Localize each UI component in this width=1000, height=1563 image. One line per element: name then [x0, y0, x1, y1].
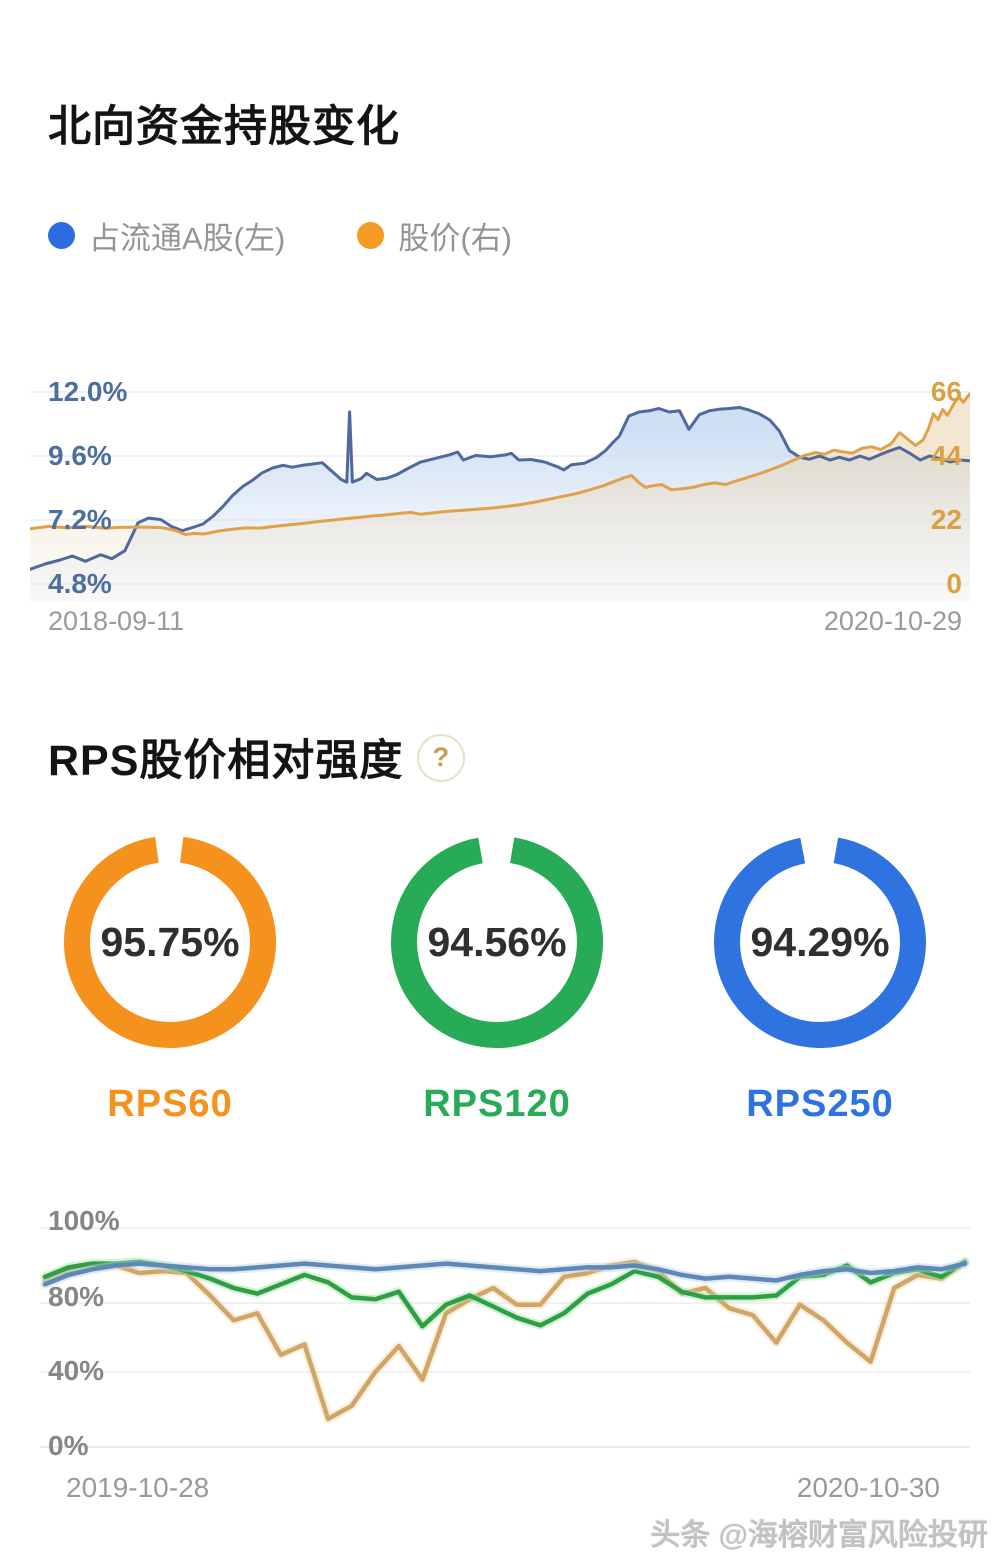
rps250-label: RPS250 — [746, 1083, 894, 1125]
rps120-ring — [391, 836, 603, 1048]
rps-history-line-chart — [40, 1227, 970, 1448]
holdings-left-tick: 7.2% — [48, 504, 112, 535]
rps-y-tick: 100% — [48, 1205, 120, 1236]
holdings-right-tick: 22 — [930, 504, 962, 535]
legend-dot-price-icon — [357, 222, 385, 249]
watermark: 头条 @海榕财富风险投研 — [650, 1519, 988, 1552]
legend-dot-ratio-icon — [48, 222, 75, 249]
rps120-label: RPS120 — [423, 1083, 571, 1125]
rps120-donut-card: 94.56% RPS120 — [367, 836, 627, 1136]
holdings-right-tick: 66 — [930, 376, 962, 407]
holdings-left-tick: 9.6% — [48, 440, 112, 471]
rps60-label: RPS60 — [107, 1083, 233, 1125]
rps250-ring — [714, 836, 926, 1048]
rps250-donut-card: 94.29% RPS250 — [690, 836, 950, 1136]
rps-date-start: 2019-10-28 — [66, 1472, 210, 1503]
rps-section-title: RPS股价相对强度? — [48, 726, 466, 788]
holdings-left-tick: 4.8% — [48, 568, 112, 599]
holdings-date-start: 2018-09-11 — [48, 606, 185, 636]
rps120-value: 94.56% — [427, 918, 567, 965]
holdings-left-tick: 12.0% — [48, 376, 128, 407]
holdings-line-chart — [30, 391, 970, 602]
legend-label-price: 股价(右) — [398, 221, 512, 256]
holdings-date-end: 2020-10-29 — [823, 606, 962, 636]
rps-y-tick: 0% — [48, 1430, 89, 1461]
holdings-legend: 占流通A股(左) 股价(右) — [48, 213, 512, 258]
holdings-right-tick: 0 — [946, 568, 962, 599]
rps-y-tick: 40% — [48, 1355, 105, 1386]
holdings-right-tick: 44 — [930, 440, 962, 471]
legend-label-ratio: 占流通A股(左) — [89, 221, 286, 256]
rps-y-tick: 80% — [48, 1281, 105, 1312]
rps-title-text: RPS股价相对强度 — [48, 737, 404, 785]
help-icon[interactable]: ? — [417, 733, 466, 782]
rps250-value: 94.29% — [750, 918, 890, 965]
rps-date-end: 2020-10-30 — [796, 1472, 940, 1503]
holdings-section-title: 北向资金持股变化 — [48, 103, 400, 151]
rps60-donut-card: 95.75% RPS60 — [40, 836, 300, 1136]
rps60-value: 95.75% — [100, 918, 240, 965]
rps60-ring — [64, 836, 276, 1048]
